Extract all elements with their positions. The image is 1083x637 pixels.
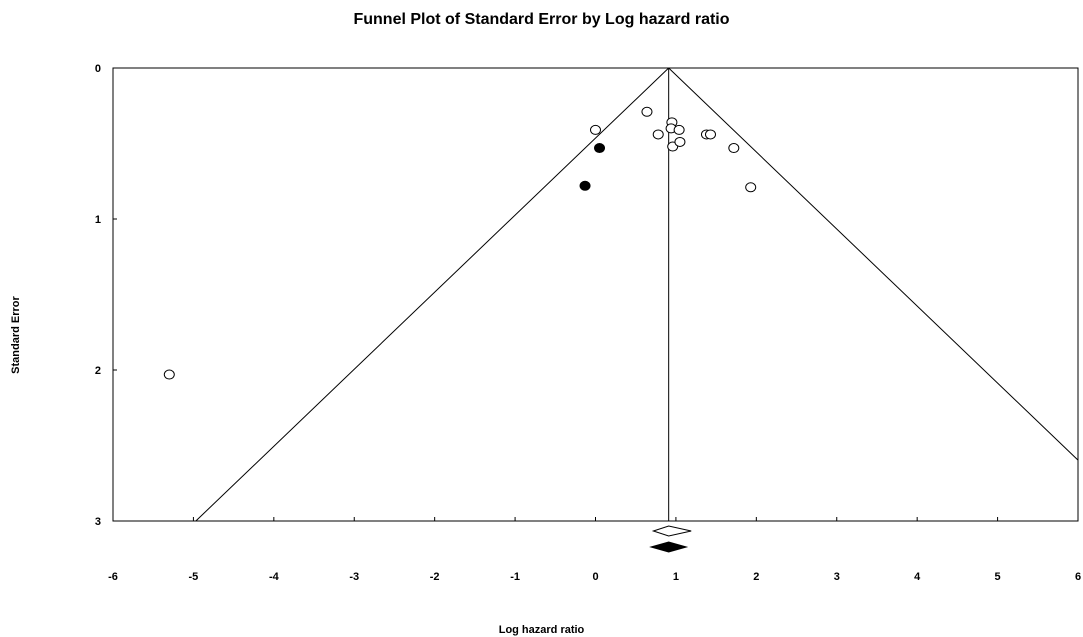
y-tick-label: 2 xyxy=(95,365,101,377)
x-axis-label: Log hazard ratio xyxy=(498,624,585,636)
x-tick-label: -1 xyxy=(510,571,520,583)
observed-summary-diamond xyxy=(651,525,692,537)
study-point xyxy=(641,106,653,117)
funnel-lines xyxy=(195,67,1079,522)
plot-frame xyxy=(112,67,1079,522)
axis-ticks: -6 -5 -4 -3 -2 -1 0 1 2 3 4 5 6 0 1 2 3 xyxy=(95,63,1081,583)
x-tick-label: 5 xyxy=(995,571,1001,583)
x-tick-label: 2 xyxy=(753,571,759,583)
plot-axes xyxy=(112,67,1079,522)
imputed-study-point xyxy=(579,180,591,191)
x-tick-label: 0 xyxy=(592,571,598,583)
chart-title: Funnel Plot of Standard Error by Log haz… xyxy=(353,11,730,28)
study-point xyxy=(728,143,740,154)
imputed-study-point xyxy=(594,143,606,154)
x-tick-label: -5 xyxy=(189,571,199,583)
x-tick-label: 6 xyxy=(1075,571,1081,583)
study-point xyxy=(652,129,664,140)
study-point xyxy=(590,124,601,135)
study-point xyxy=(704,129,716,140)
study-point xyxy=(673,124,685,135)
y-tick-label: 3 xyxy=(95,516,101,528)
study-point xyxy=(163,369,175,380)
x-tick-label: 4 xyxy=(914,571,921,583)
funnel-right-limit xyxy=(668,67,1079,461)
study-point xyxy=(745,182,757,193)
x-tick-label: 1 xyxy=(673,571,679,583)
adjusted-summary-diamond xyxy=(649,541,689,553)
x-tick-label: 3 xyxy=(834,571,840,583)
y-tick-label: 1 xyxy=(95,214,101,226)
summary-diamonds xyxy=(649,525,692,553)
study-point xyxy=(674,136,686,147)
x-tick-label: -6 xyxy=(108,571,118,583)
x-tick-label: -2 xyxy=(430,571,440,583)
x-tick-label: -3 xyxy=(349,571,359,583)
y-tick-label: 0 xyxy=(95,63,101,75)
x-tick-label: -4 xyxy=(269,571,280,583)
funnel-left-limit xyxy=(195,67,670,522)
data-points xyxy=(163,106,757,380)
